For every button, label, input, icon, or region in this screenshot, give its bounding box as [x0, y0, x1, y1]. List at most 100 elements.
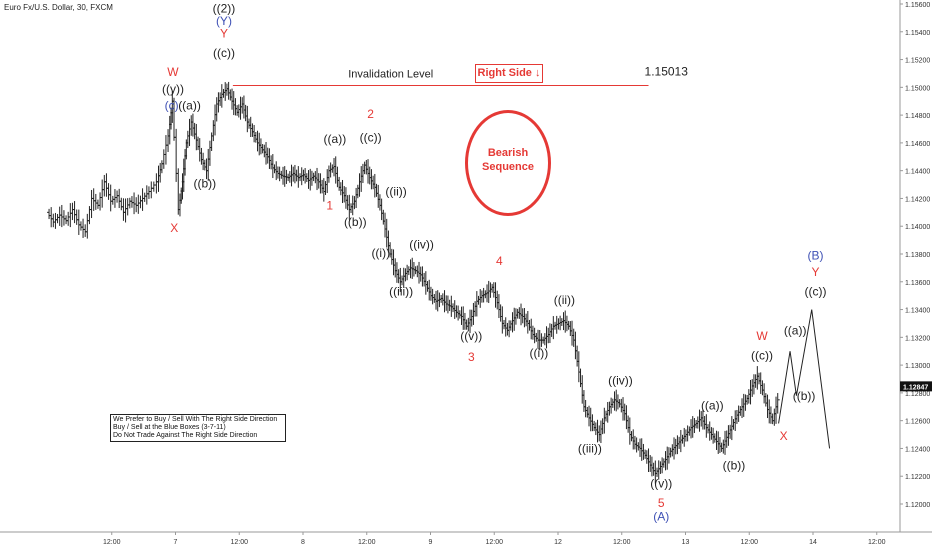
x-tick-label: 9 — [429, 539, 433, 546]
y-tick-label: 1.14400 — [905, 169, 930, 176]
ohlc-bar — [57, 206, 62, 226]
ohlc-bar — [72, 201, 77, 224]
ohlc-bar — [117, 188, 122, 209]
ohlc-bar — [68, 203, 73, 228]
note-line-3: Do Not Trade Against The Right Side Dire… — [113, 432, 258, 439]
wave-label: ((a)) — [701, 399, 724, 413]
ohlc-bar — [112, 189, 117, 208]
ohlc-bar — [55, 213, 60, 224]
ohlc-bar — [106, 183, 111, 200]
ohlc-bar — [70, 202, 75, 221]
bearish-sequence-text: Bearish Sequence — [465, 146, 551, 174]
ohlc-bar — [95, 199, 100, 209]
wave-label: ((b)) — [723, 458, 746, 472]
ohlc-bar — [127, 197, 132, 209]
ohlc-bar — [104, 173, 109, 197]
wave-label: ((iii)) — [578, 442, 602, 456]
wave-label: X — [170, 221, 178, 235]
wave-label: ((v)) — [650, 476, 672, 490]
y-tick-label: 1.14600 — [905, 141, 930, 148]
x-tick-label: 12:00 — [103, 539, 121, 546]
sequence-label: Sequence — [482, 161, 534, 173]
ohlc-bar — [61, 210, 66, 226]
wave-label: ((b)) — [344, 215, 367, 229]
wave-label: ((y)) — [162, 82, 184, 96]
x-tick-label: 7 — [174, 539, 178, 546]
wave-label: ((b)) — [793, 389, 816, 403]
y-tick-label: 1.13800 — [905, 252, 930, 259]
ohlc-bar — [136, 194, 141, 214]
wave-label: ((a)) — [178, 99, 201, 113]
ohlc-bar — [47, 208, 52, 220]
x-tick-label: 12:00 — [230, 539, 248, 546]
wave-label: ((b)) — [193, 176, 216, 190]
wave-label: 4 — [496, 254, 503, 268]
ohlc-bar — [146, 186, 151, 199]
wave-label: ((c)) — [805, 285, 827, 299]
ohlc-bar — [142, 192, 147, 202]
ohlc-bar — [98, 192, 103, 211]
note-line-2: Buy / Sell at the Blue Boxes (3-7-11) — [113, 424, 226, 431]
wave-label: ((2)) — [213, 1, 236, 15]
wave-label: W — [756, 329, 768, 343]
wave-label: (c) — [165, 99, 179, 113]
wave-label: ((v)) — [460, 329, 482, 343]
y-tick-label: 1.15000 — [905, 85, 930, 92]
ohlc-bar — [49, 207, 54, 228]
ohlc-bar — [144, 185, 149, 205]
ohlc-bar — [74, 209, 79, 225]
wave-label: Y — [220, 26, 228, 40]
y-tick-label: 1.12000 — [905, 502, 930, 509]
note-line-1: We Prefer to Buy / Sell With The Right S… — [113, 416, 278, 423]
ohlc-bar — [134, 197, 139, 213]
ohlc-bar — [125, 198, 130, 216]
projection-path — [778, 309, 831, 449]
ohlc-bar — [64, 215, 69, 225]
ohlc-bar — [149, 181, 154, 199]
ohlc-bar — [53, 212, 58, 229]
y-tick-label: 1.12600 — [905, 419, 930, 426]
current-price-box — [900, 381, 932, 392]
ohlc-bar — [123, 198, 128, 223]
ohlc-bar — [83, 224, 88, 237]
current-price-label: 1.12847 — [903, 384, 928, 391]
y-tick-label: 1.15400 — [905, 30, 930, 37]
x-tick-label: 12:00 — [740, 539, 758, 546]
bearish-circle — [465, 110, 551, 216]
y-tick-label: 1.13200 — [905, 335, 930, 342]
y-tick-label: 1.14200 — [905, 196, 930, 203]
wave-label: 2 — [367, 107, 374, 121]
y-tick-label: 1.13400 — [905, 308, 930, 315]
wave-label: Y — [812, 265, 820, 279]
ohlc-bar — [76, 209, 81, 235]
ohlc-bar — [51, 213, 56, 228]
wave-label: ((iv)) — [409, 237, 434, 251]
wave-label: (B) — [808, 249, 824, 263]
wave-label: 3 — [468, 350, 475, 364]
x-tick-label: 8 — [301, 539, 305, 546]
wave-label: ((ii)) — [385, 185, 406, 199]
x-tick-label: 12:00 — [485, 539, 503, 546]
y-tick-label: 1.14800 — [905, 113, 930, 120]
y-tick-label: 1.12400 — [905, 446, 930, 453]
ohlc-bar — [59, 204, 64, 228]
ohlc-bar — [174, 128, 179, 182]
x-tick-label: 12:00 — [358, 539, 376, 546]
ohlc-bar — [163, 135, 168, 165]
ohlc-bar — [100, 179, 105, 208]
ohlc-bar — [91, 188, 96, 211]
y-tick-label: 1.12200 — [905, 474, 930, 481]
x-tick-label: 12:00 — [613, 539, 631, 546]
ohlc-bar — [140, 188, 145, 211]
invalidation-price-label: 1.15013 — [645, 65, 689, 79]
x-tick-label: 12 — [554, 539, 562, 546]
ohlc-bar — [775, 393, 780, 414]
y-tick-label: 1.13600 — [905, 280, 930, 287]
y-tick-label: 1.13000 — [905, 363, 930, 370]
wave-label: ((c)) — [213, 46, 235, 60]
ohlc-bar — [87, 206, 92, 225]
wave-label: ((ii)) — [554, 293, 575, 307]
chart-title: Euro Fx/U.S. Dollar, 30, FXCM — [4, 3, 113, 12]
